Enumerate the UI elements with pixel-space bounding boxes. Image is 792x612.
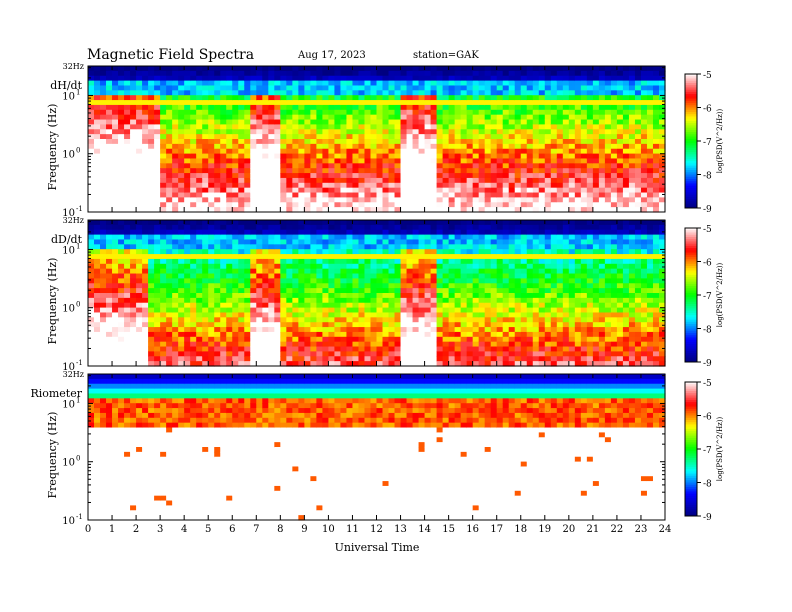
y-tick-label: 10 bbox=[62, 150, 75, 161]
colorbar: -5 -6 -7 -8 -9 log(PSD(V^2/Hz)) bbox=[684, 225, 724, 369]
x-tick-label: 9 bbox=[301, 524, 307, 535]
y-axis-label: Frequency (Hz) bbox=[46, 412, 59, 499]
colorbar-tick-label: -6 bbox=[703, 413, 712, 423]
colorbar-tick-label: -6 bbox=[703, 105, 712, 115]
x-tick-label: 12 bbox=[370, 524, 383, 535]
y-tick-label: 10 bbox=[62, 208, 75, 219]
colorbar-tick-label: -8 bbox=[703, 480, 712, 490]
panel-name-label: dD/dt bbox=[51, 233, 83, 246]
colorbar-tick-label: -7 bbox=[703, 292, 712, 302]
x-tick-label: 20 bbox=[562, 524, 575, 535]
x-tick-label: 8 bbox=[277, 524, 283, 535]
y-tick-label: 10 bbox=[62, 304, 75, 315]
x-tick-label: 10 bbox=[322, 524, 335, 535]
x-tick-label: 15 bbox=[442, 524, 455, 535]
colorbar-label: log(PSD(V^2/Hz)) bbox=[716, 108, 724, 173]
date-label: Aug 17, 2023 bbox=[297, 50, 366, 61]
y-tick-label: 10 bbox=[62, 399, 75, 410]
y-top-label: 32Hz bbox=[63, 216, 84, 225]
y-top-label: 32Hz bbox=[63, 370, 84, 379]
x-tick-label: 17 bbox=[490, 524, 503, 535]
colorbar-tick-label: -9 bbox=[703, 513, 712, 523]
x-tick-label: 11 bbox=[346, 524, 359, 535]
y-tick-label: 10 bbox=[62, 362, 75, 373]
y-tick-exponent: 0 bbox=[76, 147, 80, 155]
station-label: station=GAK bbox=[413, 50, 479, 61]
y-tick-exponent: -1 bbox=[76, 205, 83, 213]
colorbar-tick-label: -8 bbox=[703, 326, 712, 336]
y-axis-label: Frequency (Hz) bbox=[46, 104, 59, 191]
y-tick-label: 10 bbox=[62, 245, 75, 256]
colorbar: -5 -6 -7 -8 -9 log(PSD(V^2/Hz)) bbox=[684, 71, 724, 215]
colorbar-tick-label: -7 bbox=[703, 446, 712, 456]
x-tick-label: 13 bbox=[394, 524, 407, 535]
x-tick-label: 19 bbox=[538, 524, 551, 535]
y-tick-exponent: 1 bbox=[76, 242, 80, 250]
x-tick-label: 16 bbox=[466, 524, 479, 535]
spectrogram-image bbox=[88, 220, 666, 367]
x-tick-label: 0 bbox=[85, 524, 91, 535]
colorbar-tick-label: -8 bbox=[703, 172, 712, 182]
colorbar-tick-label: -9 bbox=[703, 205, 712, 215]
x-tick-label: 21 bbox=[587, 524, 600, 535]
colorbar-tick-label: -5 bbox=[703, 71, 712, 81]
y-tick-exponent: 1 bbox=[76, 396, 80, 404]
x-tick-label: 7 bbox=[253, 524, 259, 535]
colorbar-tick-label: -5 bbox=[703, 379, 712, 389]
colorbar-tick-label: -7 bbox=[703, 138, 712, 148]
y-tick-label: 10 bbox=[62, 458, 75, 469]
x-tick-label: 2 bbox=[133, 524, 139, 535]
x-tick-label: 4 bbox=[181, 524, 187, 535]
x-tick-label: 18 bbox=[514, 524, 527, 535]
colorbar-tick-label: -5 bbox=[703, 225, 712, 235]
y-top-label: 32Hz bbox=[63, 62, 84, 71]
y-tick-exponent: -1 bbox=[76, 359, 83, 367]
x-tick-label: 23 bbox=[635, 524, 648, 535]
panel-name-label: Riometer bbox=[30, 387, 82, 400]
colorbar-tick-label: -6 bbox=[703, 259, 712, 269]
spectrogram-image bbox=[88, 66, 666, 213]
figure-title: Magnetic Field Spectra bbox=[87, 47, 254, 63]
x-tick-label: 6 bbox=[229, 524, 235, 535]
y-axis-label: Frequency (Hz) bbox=[46, 258, 59, 345]
spectrogram-image bbox=[88, 374, 666, 521]
y-tick-exponent: 1 bbox=[76, 88, 80, 96]
y-tick-label: 10 bbox=[62, 91, 75, 102]
panel-name-label: dH/dt bbox=[50, 79, 82, 92]
x-tick-label: 14 bbox=[418, 524, 431, 535]
x-axis-label: Universal Time bbox=[335, 541, 420, 554]
y-tick-exponent: -1 bbox=[76, 513, 83, 521]
y-tick-exponent: 0 bbox=[76, 301, 80, 309]
colorbar-label: log(PSD(V^2/Hz)) bbox=[716, 416, 724, 481]
x-tick-label: 3 bbox=[157, 524, 163, 535]
x-axis: 0 1 2 3 4 5 6 7 8 9 10 11 12 13 14 15 16 17 18 19 20 21 22 23 24 bbox=[85, 524, 672, 535]
colorbar: -5 -6 -7 -8 -9 log(PSD(V^2/Hz)) bbox=[684, 379, 724, 523]
colorbar-tick-label: -9 bbox=[703, 359, 712, 369]
x-tick-label: 1 bbox=[109, 524, 115, 535]
y-tick-label: 10 bbox=[62, 516, 75, 527]
x-tick-label: 22 bbox=[611, 524, 624, 535]
x-tick-label: 5 bbox=[205, 524, 211, 535]
x-tick-label: 24 bbox=[659, 524, 672, 535]
colorbar-label: log(PSD(V^2/Hz)) bbox=[716, 262, 724, 327]
y-tick-exponent: 0 bbox=[76, 455, 80, 463]
